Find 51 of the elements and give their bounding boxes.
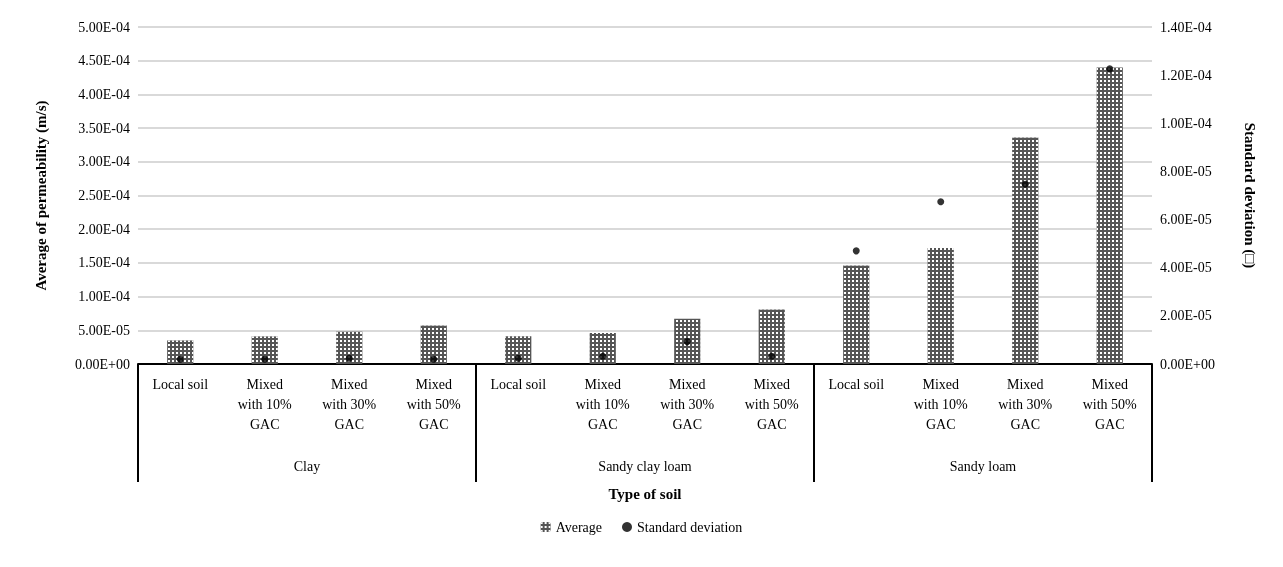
y2-tick-label: 8.00E-05 <box>1160 163 1212 179</box>
y2-tick-label: 6.00E-05 <box>1160 212 1212 228</box>
point <box>176 355 184 363</box>
text: Sandy clay loam <box>598 458 692 474</box>
y2-tick-label: 2.00E-05 <box>1160 308 1212 324</box>
x-tick-label: Mixed with 50% GAC <box>1082 376 1138 432</box>
x-tick-label: Mixed with 10% GAC <box>913 376 969 432</box>
point <box>1106 65 1114 73</box>
y-tick-label: 5.00E-04 <box>78 19 130 35</box>
y-tick-label: 5.00E-05 <box>78 322 130 338</box>
y-tick-label: 4.50E-04 <box>78 53 130 69</box>
x-tick-label: Mixed with 10% GAC <box>237 376 293 432</box>
x-tick-label: Mixed with 50% GAC <box>406 376 462 432</box>
point <box>683 338 691 346</box>
point <box>768 352 776 360</box>
y-tick-label: 2.50E-04 <box>78 188 130 203</box>
point <box>852 247 860 255</box>
y2-tick-label: 0.00E+00 <box>1160 356 1215 372</box>
y2-axis-title: Standard deviation (□) <box>1240 122 1258 269</box>
y-tick-label: 1.00E-04 <box>78 289 130 305</box>
y-axis-title: Average of permeability (m/s) <box>32 100 50 291</box>
y-tick-label: 3.00E-04 <box>78 154 130 170</box>
y2-tick-label: 4.00E-05 <box>1160 260 1212 276</box>
text: Sandy loam <box>949 458 1017 474</box>
x-tick-label: Mixed with 50% GAC <box>744 376 800 432</box>
point <box>514 354 522 362</box>
x-tick-label: Mixed with 30% GAC <box>998 376 1053 432</box>
y-tick-label: 1.50E-04 <box>78 255 130 271</box>
y2-tick-label: 1.20E-04 <box>1160 67 1212 83</box>
x-tick-label: Mixed with 10% GAC <box>575 376 631 432</box>
x-tick-label: Local soil <box>490 376 547 392</box>
x-tick-label: Local soil <box>152 376 209 392</box>
x-tick-label: Mixed with 30% GAC <box>660 376 715 432</box>
point <box>599 352 607 360</box>
point <box>937 198 945 206</box>
legend-label: Average <box>555 519 603 535</box>
point <box>1021 180 1029 188</box>
y2-tick-label: 1.40E-04 <box>1160 19 1212 35</box>
y-tick-label: 2.00E-04 <box>78 221 130 237</box>
text: Clay <box>293 458 321 474</box>
y2-tick-label: 1.00E-04 <box>1160 115 1212 131</box>
y-tick-label: 4.00E-04 <box>78 86 130 102</box>
point <box>430 355 438 363</box>
point <box>345 354 353 362</box>
legend-label: Standard deviation <box>637 519 743 535</box>
y-tick-label: 3.50E-04 <box>78 120 130 136</box>
x-axis-title: Type of soil <box>608 485 682 502</box>
y-tick-label: 0.00E+00 <box>75 356 130 372</box>
x-tick-label: Local soil <box>828 376 885 392</box>
x-tick-label: Mixed with 30% GAC <box>322 376 377 432</box>
point <box>261 355 269 363</box>
